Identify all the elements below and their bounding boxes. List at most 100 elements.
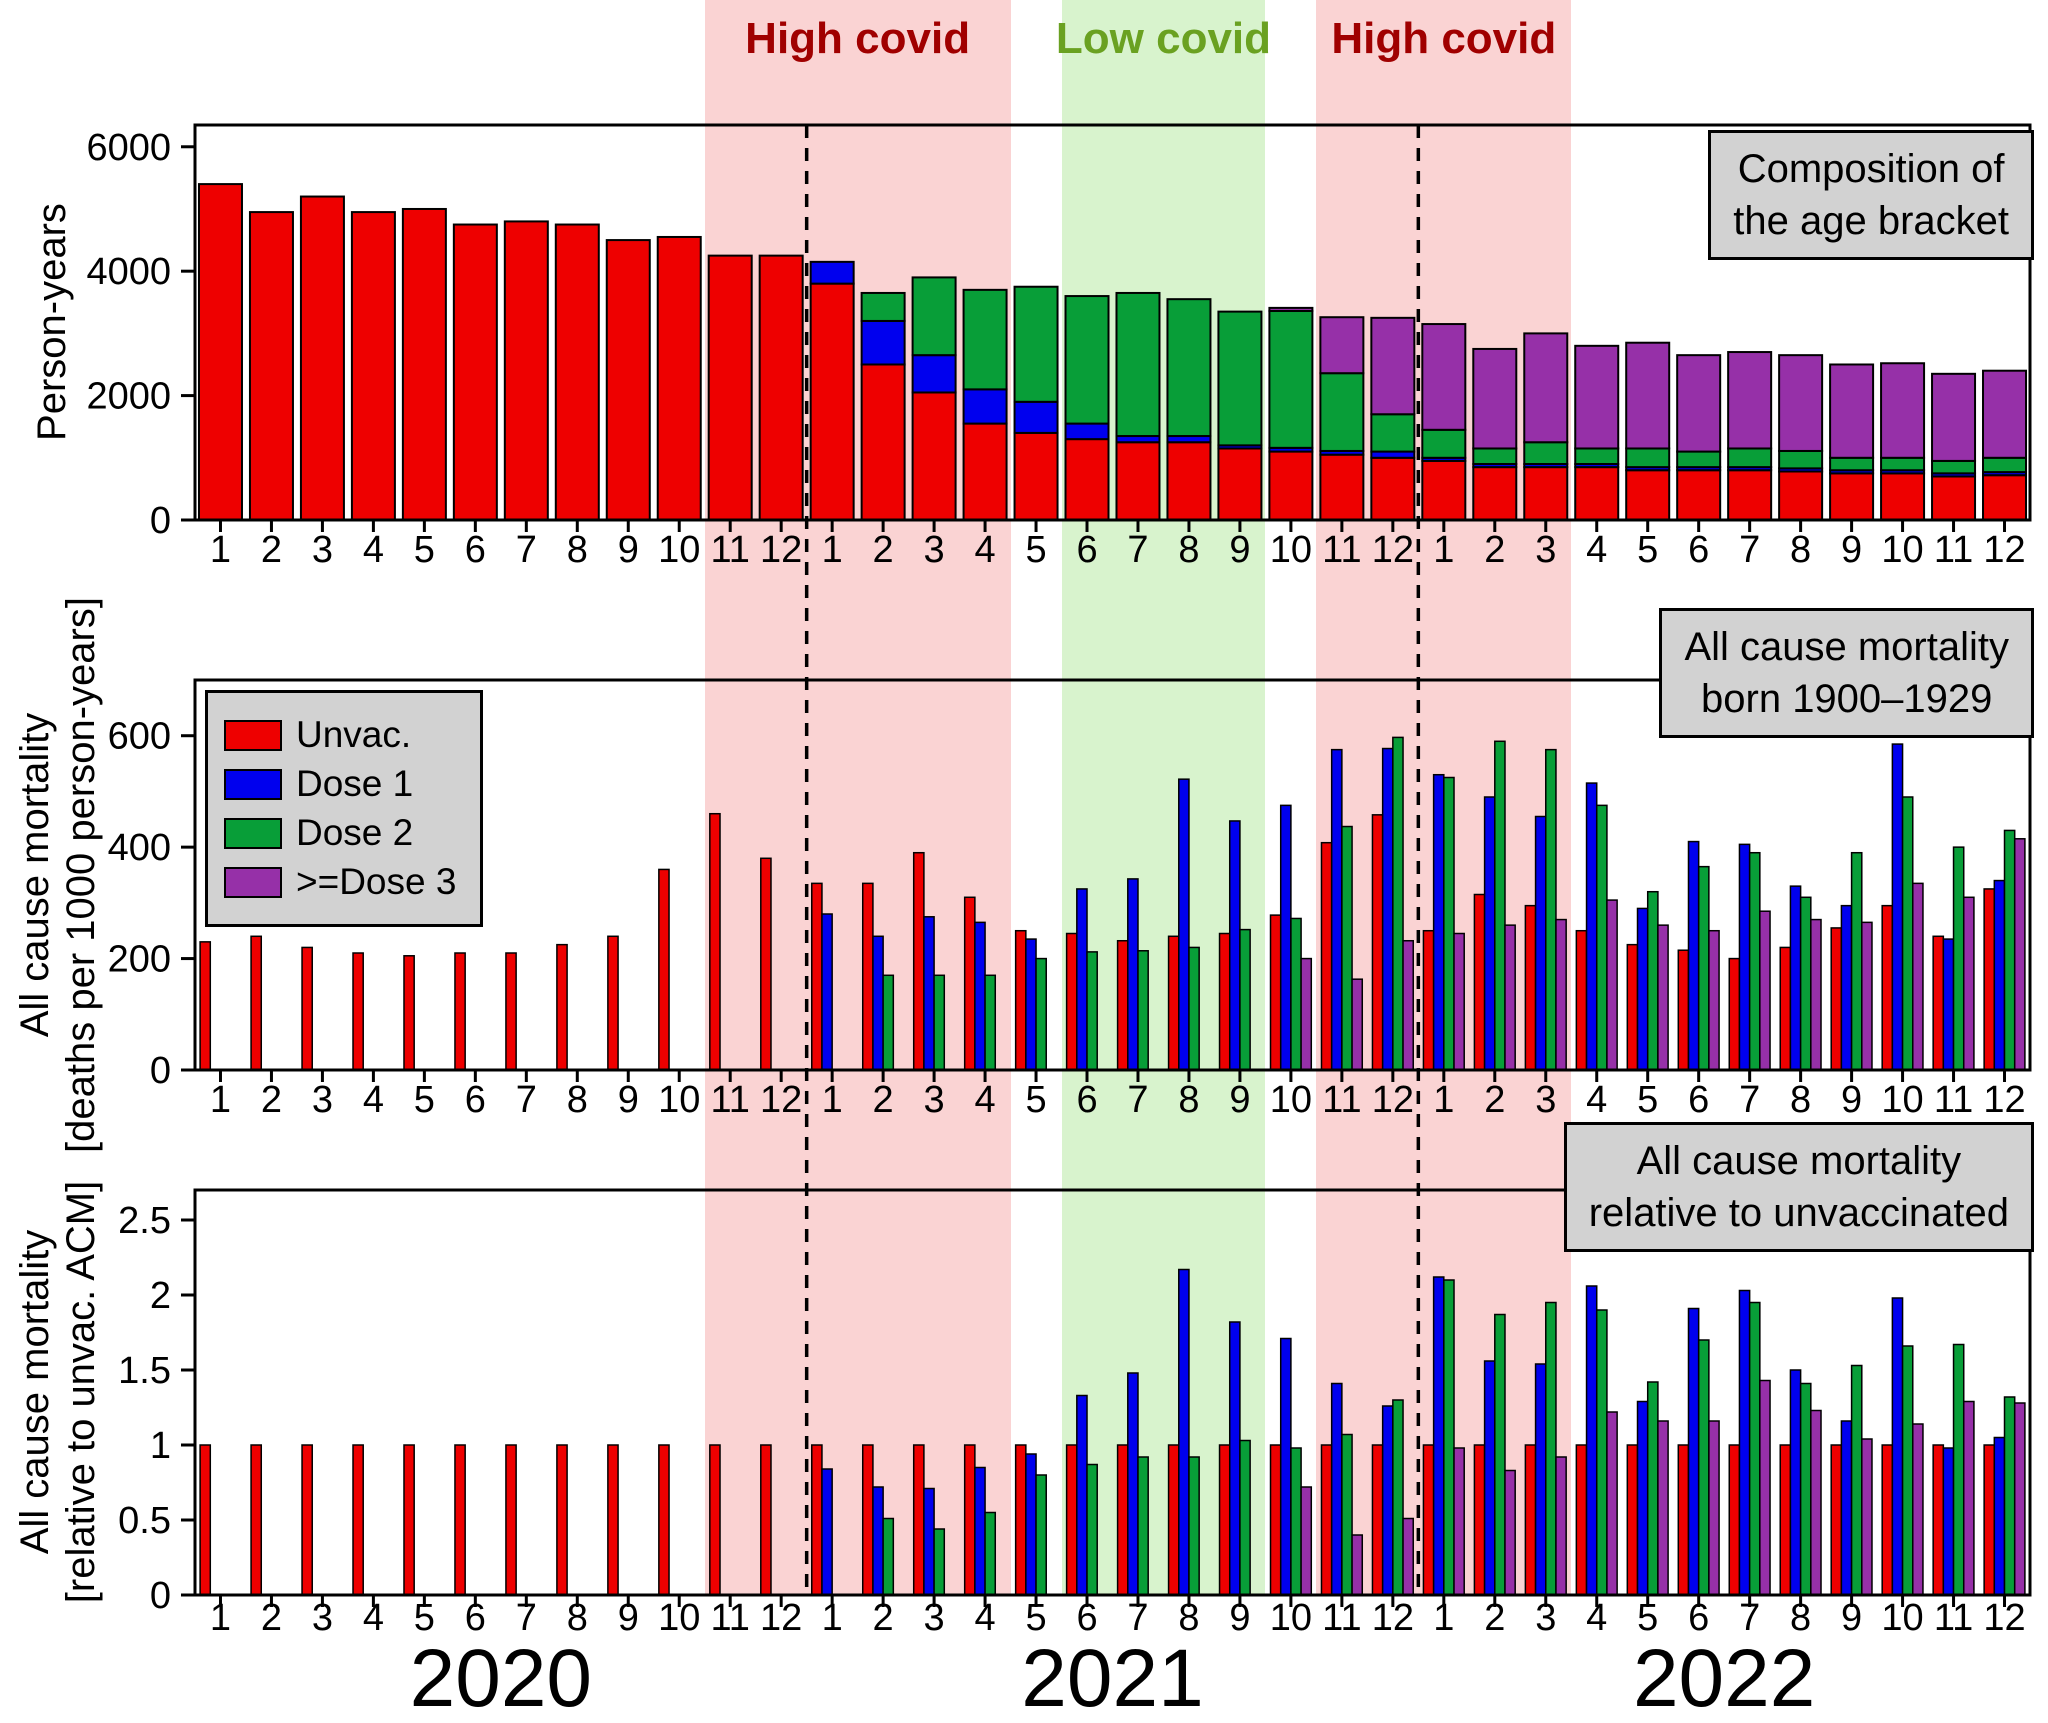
- x-tick-label: 7: [1127, 1597, 1148, 1639]
- grouped-bar: [1901, 796, 1914, 1071]
- axes-box: [193, 123, 2032, 522]
- stacked-bar-segment: [1829, 472, 1875, 522]
- stacked-bar-segment: [1472, 466, 1518, 521]
- stacked-bar-segment: [656, 235, 702, 521]
- grouped-bar: [1993, 1436, 2006, 1596]
- grouped-bar: [1799, 1382, 1812, 1596]
- grouped-bar: [1881, 1444, 1894, 1596]
- ylabel-line: All cause mortality: [13, 1229, 57, 1555]
- grouped-bar: [1228, 820, 1241, 1071]
- x-tick-label: 4: [1586, 1079, 1607, 1121]
- x-tick-label: 6: [1076, 529, 1097, 571]
- grouped-bar: [1218, 932, 1231, 1071]
- legend-swatch-dose2: [224, 817, 282, 849]
- grouped-bar: [1137, 950, 1149, 1071]
- grouped-bar: [1483, 796, 1496, 1071]
- stacked-bar-segment: [554, 223, 600, 521]
- x-tick-label: 8: [567, 1597, 588, 1639]
- grouped-bar: [1626, 943, 1639, 1071]
- y-tick-label: 2: [150, 1275, 171, 1317]
- panel2-title-line: All cause mortality: [1684, 625, 2009, 669]
- grouped-bar: [1127, 1372, 1139, 1596]
- x-tick-label: 11: [710, 1597, 749, 1639]
- grouped-bar: [250, 1444, 263, 1596]
- grouped-bar: [811, 882, 823, 1071]
- grouped-bar: [861, 882, 874, 1071]
- grouped-bar: [607, 1444, 619, 1596]
- x-tick-label: 5: [414, 1079, 435, 1121]
- y-tick-label: 6000: [86, 127, 171, 169]
- grouped-bar: [882, 1517, 895, 1596]
- grouped-bar: [1912, 882, 1924, 1071]
- x-tick-label: 6: [1076, 1079, 1097, 1121]
- grouped-bar: [1799, 896, 1812, 1071]
- grouped-bar: [1188, 946, 1200, 1071]
- year-label-2021: 2021: [1021, 1633, 1204, 1723]
- year-label-2022: 2022: [1632, 1633, 1816, 1723]
- grouped-bar: [1188, 1456, 1200, 1596]
- grouped-bar: [1728, 1444, 1741, 1596]
- grouped-bar: [1708, 1420, 1720, 1596]
- stacked-bar-segment: [299, 195, 345, 521]
- stacked-bar-segment: [1013, 400, 1059, 434]
- stacked-bar-segment: [860, 319, 906, 366]
- grouped-bar: [912, 1444, 925, 1596]
- stacked-bar-segment: [1217, 310, 1263, 447]
- grouped-bar: [1524, 904, 1537, 1071]
- x-tick-label: 4: [363, 1079, 384, 1121]
- axes-box: [193, 678, 2032, 1072]
- ylabel-line: Person-years: [30, 203, 74, 441]
- stacked-bar-segment: [452, 223, 498, 521]
- x-tick-label: 3: [1535, 1079, 1556, 1121]
- grouped-bar: [1494, 740, 1506, 1071]
- x-tick-label: 3: [312, 529, 333, 571]
- grouped-bar: [1290, 917, 1302, 1071]
- x-tick-label: 2: [873, 1079, 894, 1121]
- stacked-bar-segment: [1727, 447, 1773, 469]
- stacked-bar-segment: [860, 291, 906, 322]
- y-tick-label: 400: [108, 827, 171, 869]
- stacked-bar-segment: [1319, 372, 1365, 452]
- grouped-bar: [1402, 1517, 1414, 1596]
- grouped-bar: [1962, 1400, 1975, 1596]
- grouped-bar: [1065, 932, 1078, 1071]
- x-tick-label: 2: [1484, 529, 1505, 571]
- stacked-bar-segment: [1625, 341, 1671, 450]
- grouped-bar: [1443, 1279, 1455, 1596]
- axes-box: [193, 1188, 2032, 1597]
- x-tick-label: 3: [312, 1079, 333, 1121]
- grouped-bar: [1697, 1339, 1710, 1596]
- x-tick-label: 6: [465, 1597, 486, 1639]
- stacked-bar-segment: [1166, 298, 1212, 438]
- grouped-bar: [1035, 957, 1047, 1071]
- panel-3-bars: [199, 1268, 2026, 1596]
- grouped-bar: [1810, 918, 1822, 1071]
- panel1-title-line: Composition of: [1737, 147, 2005, 191]
- x-tick-label: 9: [1841, 1597, 1862, 1639]
- stacked-bar-segment: [1880, 456, 1926, 472]
- x-tick-label: 3: [924, 529, 945, 571]
- x-tick-label: 3: [924, 1597, 945, 1639]
- grouped-bar: [1473, 893, 1486, 1071]
- x-tick-label: 1: [822, 529, 843, 571]
- stacked-bar-segment: [758, 254, 804, 522]
- panel1-title-line: the age bracket: [1733, 199, 2009, 243]
- grouped-bar: [403, 1444, 415, 1596]
- stacked-bar-segment: [197, 183, 243, 521]
- stacked-bar-segment: [911, 354, 957, 394]
- grouped-bar: [1086, 1463, 1098, 1596]
- y-tick-label: 2000: [86, 376, 171, 418]
- grouped-bar: [1606, 899, 1618, 1071]
- stacked-bar-segment: [1064, 295, 1110, 425]
- grouped-bar: [1402, 939, 1414, 1071]
- x-tick-label: 10: [1881, 1079, 1923, 1121]
- grouped-bar: [1983, 1444, 1996, 1596]
- grouped-bar: [1779, 1444, 1792, 1596]
- grouped-bar: [1351, 978, 1364, 1071]
- grouped-bar: [1392, 736, 1404, 1071]
- grouped-bar: [1351, 1534, 1364, 1596]
- grouped-bar: [1575, 1444, 1588, 1596]
- grouped-bar: [1228, 1321, 1241, 1596]
- band-label-high-covid-2: High covid: [1331, 14, 1557, 63]
